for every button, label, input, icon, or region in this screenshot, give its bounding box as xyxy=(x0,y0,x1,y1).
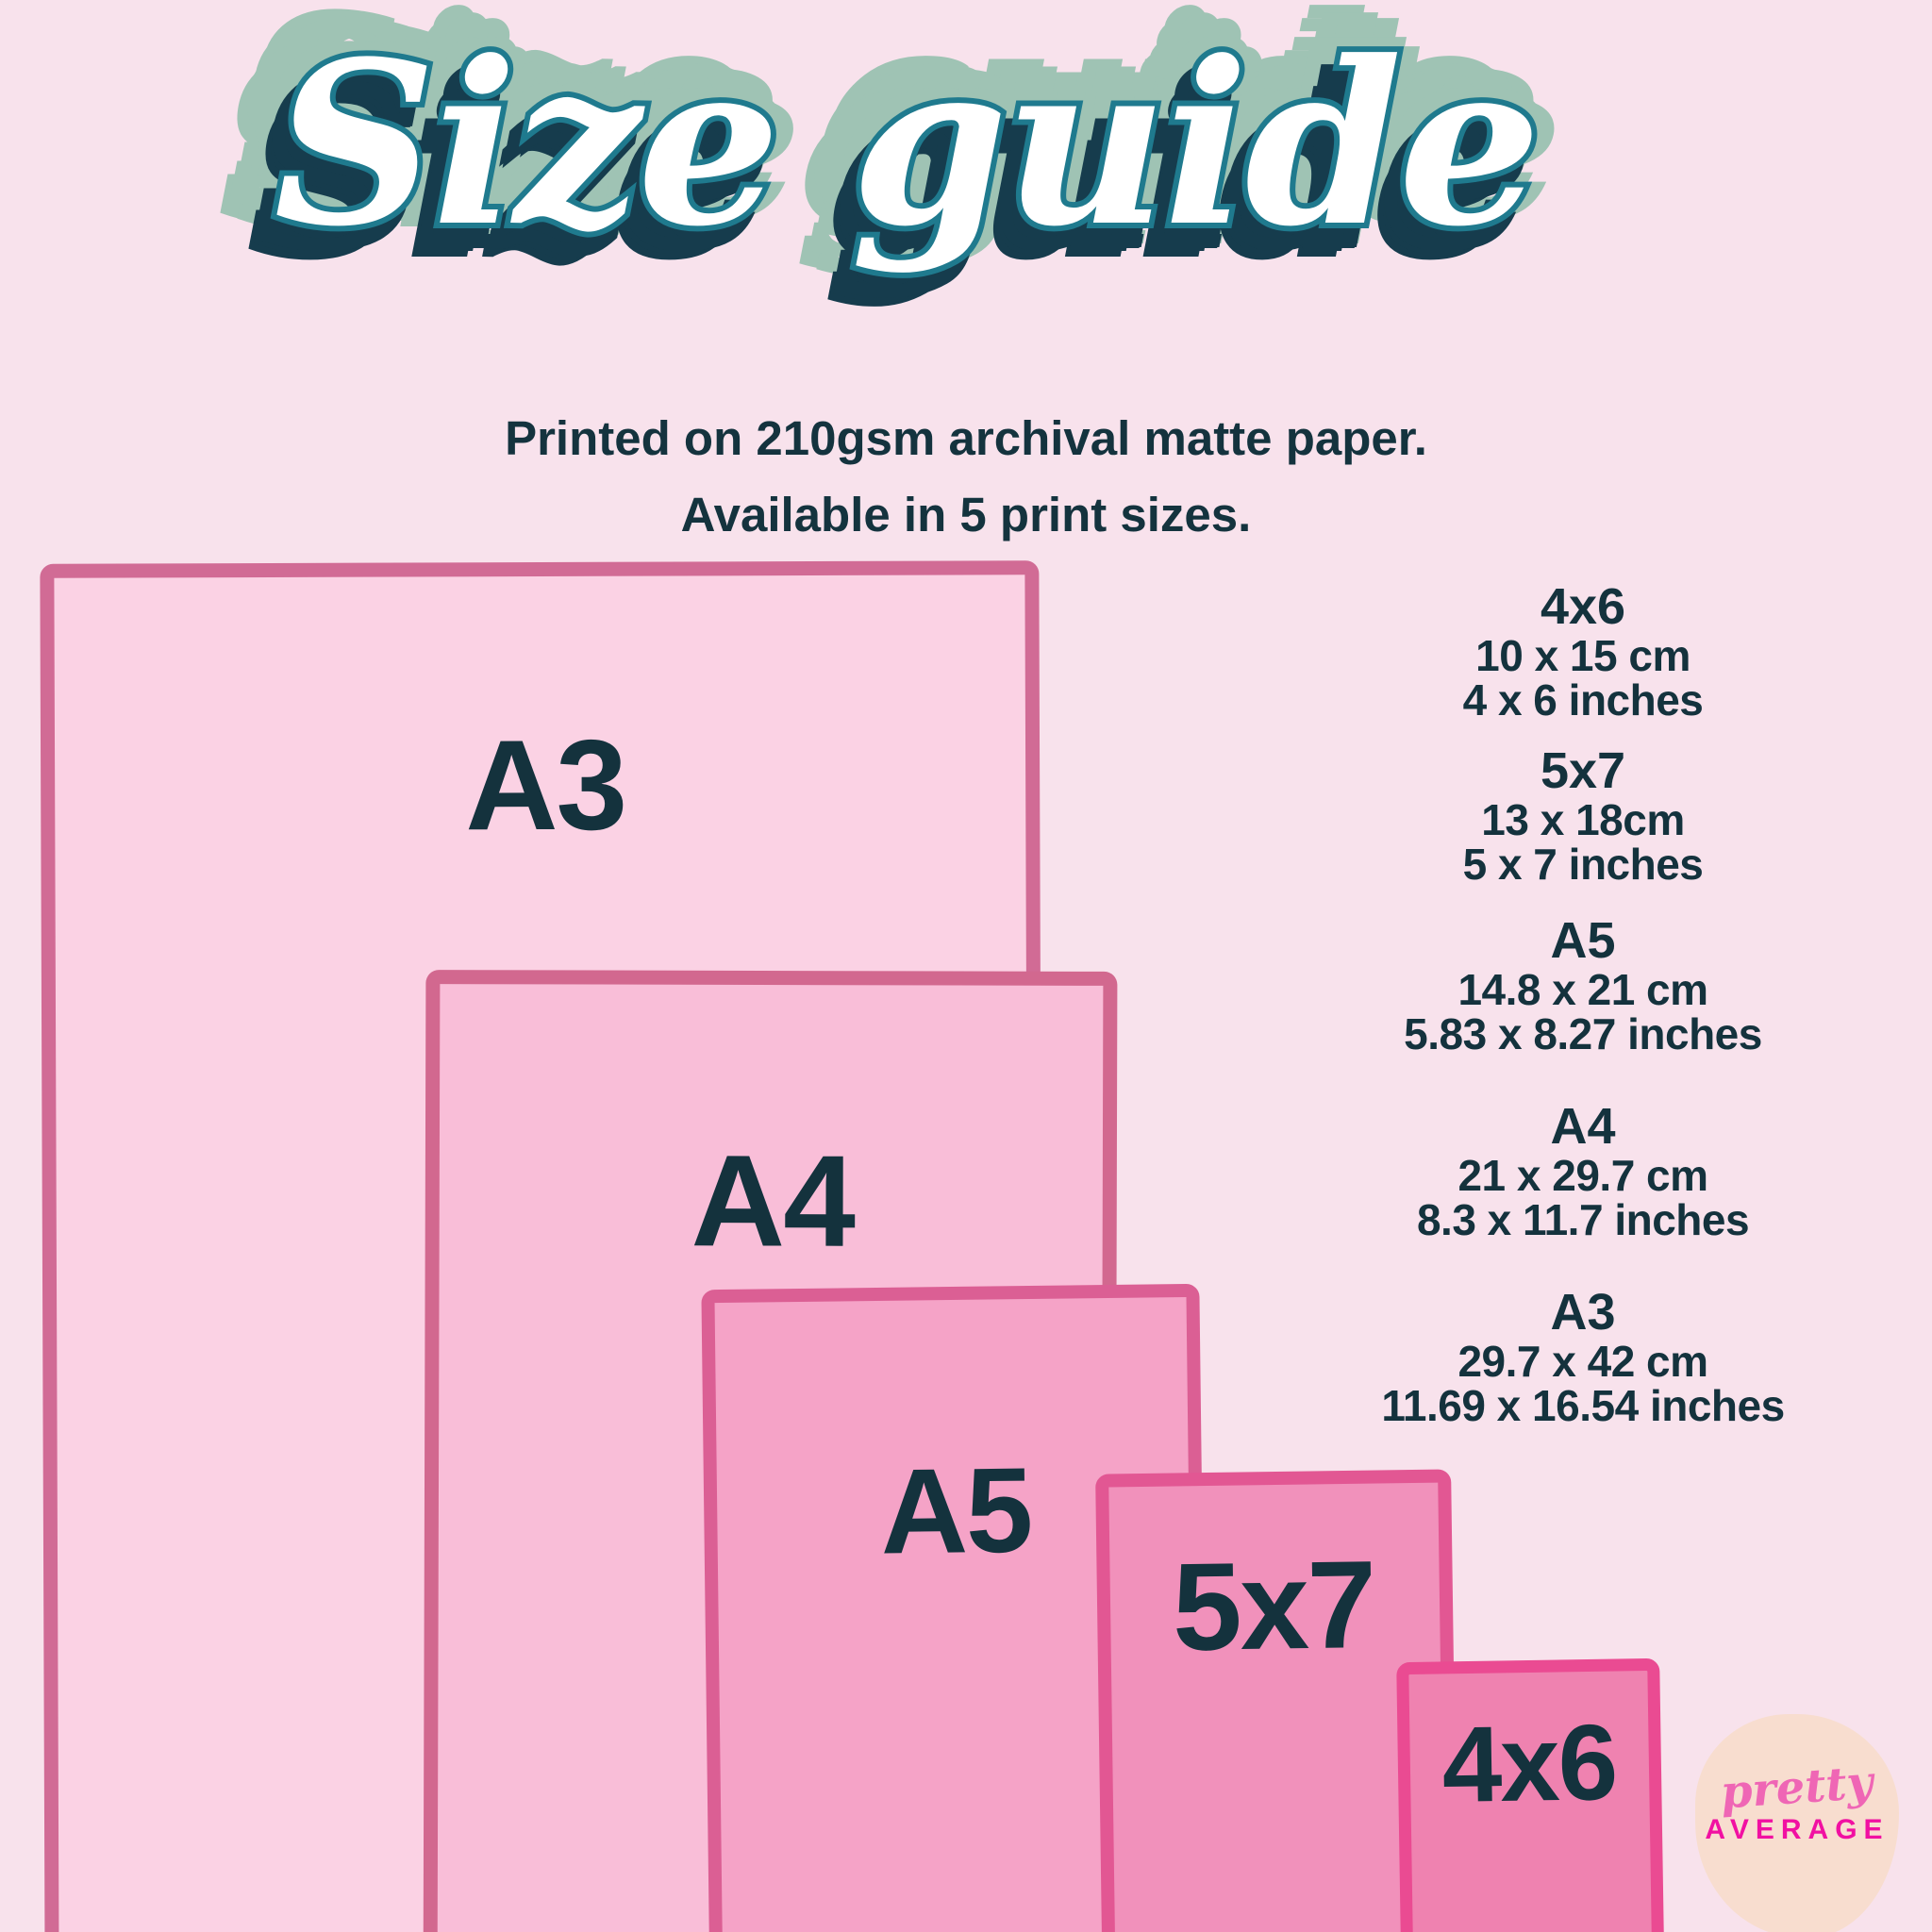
title-sage-backdrop: Size guide xyxy=(255,0,1522,261)
print-size-label-a5: A5 xyxy=(879,1442,1032,1580)
print-size-label-5x7: 5x7 xyxy=(1171,1535,1376,1677)
subtitle-line-2: Available in 5 print sizes. xyxy=(680,488,1252,541)
size-entry-heading: A4 xyxy=(1550,1098,1616,1155)
subtitle: Printed on 210gsm archival matte paper. … xyxy=(0,400,1932,553)
size-entry-heading: A3 xyxy=(1550,1284,1616,1341)
size-entry-cm: 29.7 x 42 cm xyxy=(1457,1337,1708,1386)
brand-name-caps: AVERAGE xyxy=(1705,1813,1890,1845)
size-entry-a3: A3 29.7 x 42 cm 11.69 x 16.54 inches xyxy=(1321,1285,1845,1428)
size-entry-heading: A5 xyxy=(1550,912,1616,969)
title-text: Size guide xyxy=(268,8,1546,282)
brand-logo: pretty AVERAGE xyxy=(1695,1714,1899,1932)
title-drop-shadow: Size guide xyxy=(252,25,1532,302)
brand-logo-text: pretty AVERAGE xyxy=(1705,1756,1890,1846)
size-entry-inches: 4 x 6 inches xyxy=(1462,675,1704,724)
size-entry-heading: 5x7 xyxy=(1540,742,1626,799)
size-entry-4x6: 4x6 10 x 15 cm 4 x 6 inches xyxy=(1321,579,1845,723)
print-size-label-a4: A4 xyxy=(691,1128,855,1274)
size-entry-cm: 21 x 29.7 cm xyxy=(1457,1151,1708,1200)
size-entry-inches: 5.83 x 8.27 inches xyxy=(1404,1009,1762,1058)
page-title: Size guide Size guide Size guide xyxy=(0,0,1811,334)
brand-name-script: pretty xyxy=(1719,1755,1875,1820)
size-entry-5x7: 5x7 13 x 18cm 5 x 7 inches xyxy=(1321,743,1845,887)
subtitle-line-1: Printed on 210gsm archival matte paper. xyxy=(505,411,1427,465)
size-entry-inches: 5 x 7 inches xyxy=(1462,840,1704,889)
size-entry-a5: A5 14.8 x 21 cm 5.83 x 8.27 inches xyxy=(1321,913,1845,1057)
size-entry-inches: 8.3 x 11.7 inches xyxy=(1416,1195,1750,1244)
size-entry-inches: 11.69 x 16.54 inches xyxy=(1381,1381,1785,1430)
print-size-label-a3: A3 xyxy=(464,712,626,858)
size-entry-cm: 14.8 x 21 cm xyxy=(1457,965,1708,1014)
print-size-label-4x6: 4x6 xyxy=(1441,1703,1617,1825)
print-size-rect-4x6: 4x6 xyxy=(1396,1657,1665,1932)
size-entry-heading: 4x6 xyxy=(1540,578,1626,635)
size-entry-cm: 10 x 15 cm xyxy=(1475,631,1690,680)
size-entry-cm: 13 x 18cm xyxy=(1481,795,1685,844)
size-entry-a4: A4 21 x 29.7 cm 8.3 x 11.7 inches xyxy=(1321,1099,1845,1242)
